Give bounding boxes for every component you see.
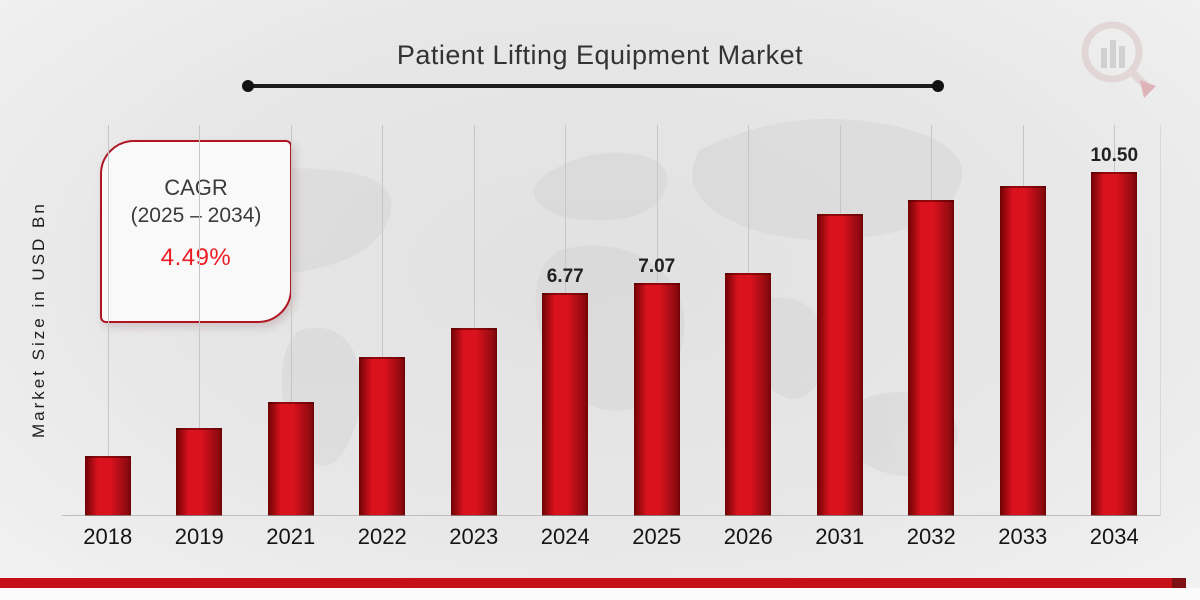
x-axis-label-2025: 2025	[632, 524, 682, 549]
x-axis-label-2034: 2034	[1089, 524, 1139, 549]
chart-column-2026	[703, 125, 795, 515]
chart-column-2023	[428, 125, 520, 515]
cagr-heading: CAGR	[164, 175, 228, 200]
bar-2025	[633, 283, 680, 515]
vertical-gridline	[473, 125, 475, 515]
x-axis-label-2024: 2024	[540, 524, 590, 549]
plot-area: 6.77 7.07 10.50	[62, 125, 1161, 516]
chart-title: Patient Lifting Equipment Market	[396, 40, 804, 70]
bar-2031	[816, 214, 863, 515]
x-axis: 2018 2019 2021 2022 2023 2024 2025 2026 2031 2032…	[62, 524, 1160, 550]
bar-value-label-2034: 10.50	[1090, 145, 1139, 166]
x-axis-label-2026: 2026	[723, 524, 773, 549]
x-axis-label-2018: 2018	[83, 524, 133, 549]
bar-2033	[999, 186, 1046, 515]
chart-column-2032	[886, 125, 978, 515]
bar-2024	[542, 293, 589, 515]
x-axis-label-2019: 2019	[174, 524, 224, 549]
x-axis-label-2021: 2021	[266, 524, 316, 549]
vertical-gridline	[199, 125, 201, 515]
x-axis-label-2023: 2023	[449, 524, 499, 549]
bar-2018	[84, 456, 131, 515]
chart-column-2034: 10.50	[1069, 125, 1161, 515]
bar-2032	[908, 200, 955, 515]
bar-2034	[1091, 172, 1138, 515]
y-axis-label: Market Size in USD Bn	[29, 201, 48, 439]
chart-column-2024: 6.77	[520, 125, 612, 515]
cagr-callout-box: CAGR (2025 – 2034) 4.49%	[100, 140, 292, 323]
vertical-gridline	[290, 125, 292, 515]
bottom-accent-bar	[0, 578, 1186, 588]
bottom-margin	[0, 588, 1200, 600]
cagr-period: (2025 – 2034)	[130, 204, 262, 227]
cagr-value: 4.49%	[160, 244, 232, 271]
bar-2019	[176, 428, 223, 515]
chart-column-2033	[977, 125, 1069, 515]
chart-column-2025: 7.07	[611, 125, 703, 515]
bar-2026	[725, 273, 772, 515]
x-axis-label-2022: 2022	[357, 524, 407, 549]
vertical-gridline	[107, 125, 109, 515]
bar-2022	[359, 357, 406, 515]
x-axis-label-2031: 2031	[815, 524, 865, 549]
bar-value-label-2024: 6.77	[546, 266, 584, 287]
x-axis-label-2033: 2033	[998, 524, 1048, 549]
title-underline	[242, 80, 944, 92]
vertical-gridline	[382, 125, 384, 515]
chart-column-2021	[245, 125, 337, 515]
chart-column-2031	[794, 125, 886, 515]
chart-column-2022	[337, 125, 429, 515]
bar-2023	[450, 328, 497, 515]
chart-column-2019	[154, 125, 246, 515]
bar-value-label-2025: 7.07	[638, 256, 676, 277]
chart-column-2018	[62, 125, 154, 515]
bar-2021	[267, 402, 314, 515]
x-axis-label-2032: 2032	[906, 524, 956, 549]
